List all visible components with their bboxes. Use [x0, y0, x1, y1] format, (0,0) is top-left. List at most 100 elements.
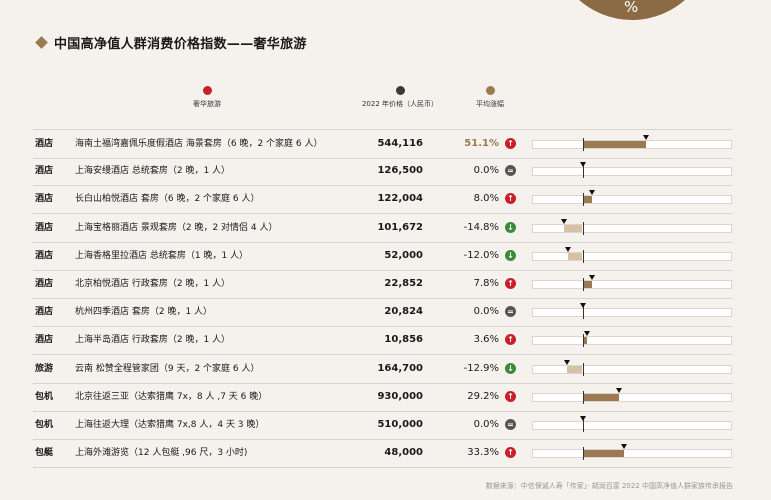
arrow-up-icon: ↑ [505, 278, 516, 289]
price-value: 52,000 [384, 249, 423, 261]
item-label: 上海外滩游览（12 人包艇 ,96 尺，3 小时) [75, 448, 248, 459]
arrow-up-icon: ↑ [505, 447, 516, 459]
source-note: 数据来源：中信保诚人寿「传家」· 胡润百富 2022 中国高净值人群家族传承报告 [485, 482, 733, 490]
item-label: 海南土福湾嘉佩乐度假酒店 海景套房（6 晚，2 个家庭 6 人） [75, 139, 323, 149]
category-label: 旅游 [35, 363, 54, 374]
item-label: 云南 松赞全程管家团（9 天，2 个家庭 6 人） [75, 363, 260, 374]
change-bar [582, 141, 646, 148]
category-label: 包艇 [35, 448, 54, 459]
item-label: 北京往返三亚（达索猎鹰 7x，8 人 ,7 天 6 晚） [75, 391, 268, 402]
change-bar [582, 281, 593, 288]
table-row: 酒店 上海香格里拉酒店 总统套房（1 晚，1 人） 52,000 -12.0% ↓ [33, 242, 733, 271]
change-value: 7.8% [473, 278, 499, 289]
change-bar [582, 393, 619, 401]
price-value: 22,852 [384, 278, 423, 289]
price-value: 510,000 [377, 419, 423, 430]
table-row: 包机 上海往返大理（达索猎鹰 7x,8 人，4 天 3 晚） 510,000 0.0%… [33, 411, 733, 440]
arrow-up-icon: ↑ [505, 390, 516, 402]
arrow-down-icon: ↓ [505, 362, 516, 374]
zero-line [582, 221, 584, 235]
category-label: 酒店 [35, 250, 54, 261]
item-label: 上海香格里拉酒店 总统套房（1 晚，1 人） [75, 250, 249, 261]
category-label: 酒店 [35, 307, 54, 318]
zero-line [582, 419, 584, 432]
price-value: 10,856 [384, 334, 423, 346]
value-marker-icon [563, 359, 570, 365]
arrow-down-icon: ↓ [505, 249, 516, 261]
category-label: 包机 [35, 420, 54, 430]
table-row: 酒店 上海安缦酒店 总统套房（2 晚，1 人） 126,500 0.0% = [33, 157, 733, 187]
legend-price: 2022 年价格（人民币） [340, 86, 460, 109]
corner-badge: % [552, 0, 712, 20]
change-bar-track [532, 416, 732, 432]
price-value: 20,824 [384, 306, 423, 318]
value-marker-icon [589, 190, 596, 196]
table-row: 旅游 云南 松赞全程管家团（9 天，2 个家庭 6 人） 164,700 -12.9%… [33, 355, 733, 384]
zero-line [582, 278, 584, 291]
item-label: 北京柏悦酒店 行政套房（2 晚，1 人） [75, 279, 231, 289]
corner-badge-percent: % [624, 0, 639, 16]
legend-label-luxury: 奢华旅游 [193, 100, 221, 108]
item-label: 上海宝格丽酒店 景观套房（2 晚，2 对情侣 4 人） [75, 222, 278, 233]
change-bar [582, 337, 587, 345]
price-value: 930,000 [377, 390, 423, 402]
value-marker-icon [642, 135, 649, 140]
change-bar [582, 196, 593, 204]
red-dot-icon [202, 86, 212, 95]
minus-icon: = [505, 165, 516, 177]
item-label: 长白山柏悦酒店 套房（6 晚，2 个家庭 6 人） [75, 194, 260, 205]
change-bar [564, 224, 583, 232]
change-value: -12.9% [463, 362, 499, 374]
page-title: 中国高净值人群消费价格指数——奢华旅游 [54, 37, 307, 52]
change-value: 33.3% [467, 447, 499, 459]
price-value: 101,672 [377, 221, 423, 233]
table-row: 酒店 杭州四季酒店 套房（2 晚，1 人） 20,824 0.0% = [33, 298, 733, 328]
arrow-up-icon: ↑ [505, 193, 516, 205]
value-marker-icon [561, 218, 568, 224]
value-marker-icon [583, 331, 590, 337]
change-bar [566, 365, 583, 373]
category-label: 酒店 [35, 279, 54, 289]
value-marker-icon [579, 162, 586, 168]
legend-label-price: 2022 年价格（人民币） [361, 100, 439, 108]
item-label: 上海安缦酒店 总统套房（2 晚，1 人） [75, 166, 231, 177]
change-value: 51.1% [464, 138, 499, 149]
table-row: 酒店 上海宝格丽酒店 景观套房（2 晚，2 对情侣 4 人） 101,672 -14.… [33, 214, 733, 243]
zero-line [582, 249, 584, 263]
table-row: 酒店 上海半岛酒店 行政套房（2 晚，1 人） 10,856 3.6% ↑ [33, 326, 733, 356]
price-value: 164,700 [377, 362, 423, 374]
value-marker-icon [615, 387, 622, 393]
change-bar-track [532, 246, 732, 263]
table-row: 酒店 长白山柏悦酒店 套房（6 晚，2 个家庭 6 人） 122,004 8.0% ↑ [33, 185, 733, 215]
change-bar-track [532, 190, 732, 207]
zero-line [582, 362, 584, 376]
value-marker-icon [579, 303, 586, 309]
change-bar-track [532, 444, 732, 461]
zero-line [582, 306, 584, 320]
change-value: 0.0% [473, 306, 499, 318]
change-value: 3.6% [473, 334, 499, 346]
category-label: 酒店 [35, 139, 54, 149]
change-value: -12.0% [463, 249, 499, 261]
price-value: 48,000 [384, 447, 423, 459]
minus-icon: = [505, 306, 516, 318]
zero-line [582, 165, 584, 179]
category-label: 酒店 [35, 335, 54, 346]
change-bar-track [532, 275, 732, 291]
legend-change: 平均涨幅 [462, 86, 518, 109]
minus-icon: = [505, 419, 516, 430]
title-row: 中国高净值人群消费价格指数——奢华旅游 [35, 33, 307, 52]
change-bar-track [532, 162, 732, 179]
change-bar-track [532, 135, 732, 151]
change-bar [582, 450, 624, 458]
zero-line [582, 390, 584, 404]
change-bar-track [532, 331, 732, 348]
arrow-down-icon: ↓ [505, 221, 516, 233]
table-row: 包艇 上海外滩游览（12 人包艇 ,96 尺，3 小时) 48,000 33.3% ↑ [33, 439, 733, 469]
value-marker-icon [579, 416, 586, 421]
category-label: 酒店 [35, 194, 54, 205]
value-marker-icon [564, 246, 571, 252]
legend-label-change: 平均涨幅 [476, 100, 504, 108]
zero-line [582, 447, 584, 461]
arrow-up-icon: ↑ [505, 334, 516, 346]
